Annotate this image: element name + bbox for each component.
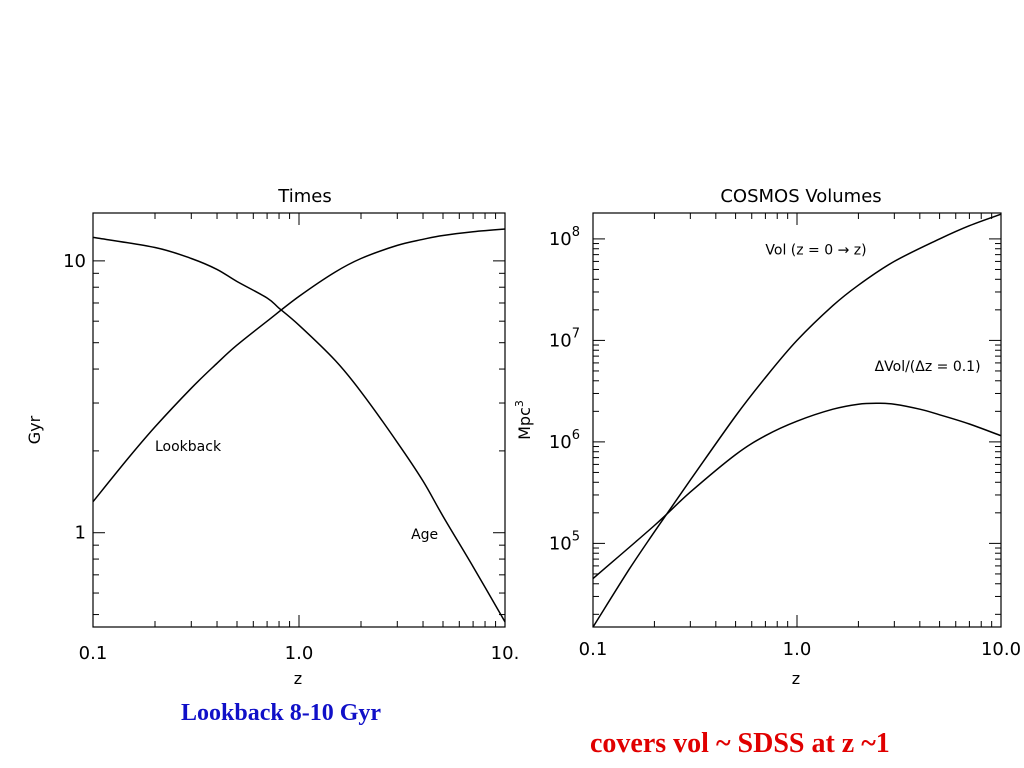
- series-lines: [592, 213, 1002, 628]
- caption-cosmos-volume: covers vol ~ SDSS at z ~1: [590, 728, 890, 759]
- x-tick-label: 10.: [491, 643, 520, 664]
- series-line-age: [92, 236, 506, 623]
- y-tick-label-exponent: 6: [572, 428, 580, 443]
- curve-label: Vol (z = 0 → z): [765, 243, 866, 259]
- x-axis-label: z: [294, 669, 302, 688]
- y-tick-label-exponent: 8: [572, 225, 580, 240]
- y-tick-labels: 1 10: [63, 251, 86, 544]
- series-line-vol-z: [592, 402, 1002, 580]
- y-axis-label: Mpc3: [513, 400, 534, 440]
- curve-label: Age: [411, 527, 438, 543]
- y-tick-label-exponent: 7: [572, 326, 580, 341]
- y-tick-label-exponent: 5: [572, 529, 580, 544]
- caption-lookback: Lookback 8-10 Gyr: [181, 700, 382, 726]
- curve-label: Lookback: [155, 439, 222, 455]
- plot-frame: [592, 212, 1002, 628]
- curve-annotations: Lookback Age: [155, 439, 438, 543]
- axis-ticks: [592, 213, 1002, 627]
- y-tick-label: 1: [75, 523, 86, 544]
- chart-title: Times: [277, 186, 331, 207]
- y-tick-label: 10: [63, 251, 86, 272]
- axis-ticks: [92, 213, 506, 627]
- y-axis-label: Gyr: [25, 415, 44, 444]
- x-tick-label: 1.0: [285, 643, 314, 664]
- curve-label: ΔVol/(Δz = 0.1): [875, 359, 981, 375]
- y-tick-label-base: 10: [549, 330, 572, 351]
- y-axis-label-base: Mpc: [515, 407, 534, 440]
- series-line-vol-z-z: [592, 213, 1002, 628]
- x-axis-label: z: [792, 669, 800, 688]
- y-tick-label: 108: [549, 225, 580, 250]
- x-tick-labels: 0.1 1.0 10.0: [579, 639, 1021, 660]
- times-chart: Times 0.1 1.0 10. 1 10 z Gyr Lookback Age: [25, 186, 519, 688]
- y-tick-label: 105: [549, 529, 580, 554]
- series-line-lookback: [92, 228, 506, 503]
- curve-annotations: Vol (z = 0 → z) ΔVol/(Δz = 0.1): [765, 243, 980, 375]
- x-tick-labels: 0.1 1.0 10.: [79, 643, 520, 664]
- y-tick-label: 107: [549, 326, 580, 351]
- x-tick-label: 0.1: [79, 643, 108, 664]
- y-tick-label-base: 10: [549, 229, 572, 250]
- y-axis-label-exponent: 3: [513, 400, 526, 407]
- x-tick-label: 1.0: [783, 639, 812, 660]
- series-lines: [92, 228, 506, 623]
- x-tick-label: 0.1: [579, 639, 608, 660]
- chart-title: COSMOS Volumes: [720, 186, 881, 207]
- x-tick-label: 10.0: [981, 639, 1021, 660]
- y-tick-label-base: 10: [549, 533, 572, 554]
- y-tick-label: 106: [549, 428, 580, 453]
- y-tick-label-base: 10: [549, 432, 572, 453]
- plot-frame: [92, 212, 506, 628]
